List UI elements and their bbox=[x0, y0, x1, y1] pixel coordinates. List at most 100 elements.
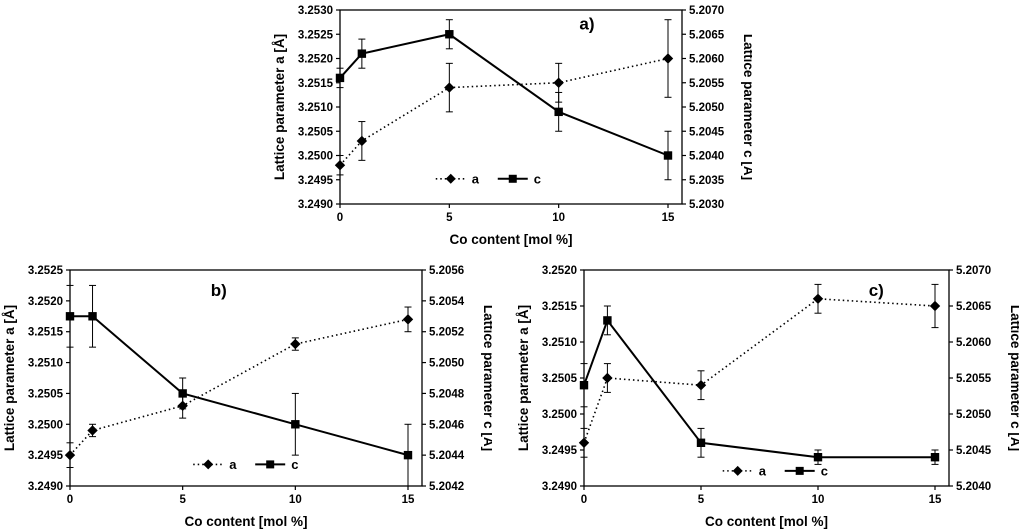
right-axis-tick-label: 5.2070 bbox=[689, 5, 724, 17]
legend-a-label: a bbox=[229, 457, 237, 472]
left-axis-tick-label: 3.2520 bbox=[542, 265, 577, 277]
left-axis-tick-label: 3.2490 bbox=[28, 481, 63, 493]
right-axis-tick-label: 5.2045 bbox=[689, 126, 725, 138]
left-axis-ticks: 3.2490 3.2495 3.2500 3.2505 3.2510 3.2515 3.25… bbox=[298, 5, 340, 211]
left-axis-tick-label: 3.2515 bbox=[298, 78, 334, 90]
left-axis-tick-label: 3.2495 bbox=[542, 445, 578, 457]
series-c-marker bbox=[696, 438, 706, 447]
series-c bbox=[65, 284, 413, 487]
series-c-marker bbox=[178, 389, 187, 398]
x-axis-tick-label: 10 bbox=[812, 494, 825, 506]
series-c-marker bbox=[357, 49, 367, 58]
left-axis-tick-label: 3.2500 bbox=[28, 419, 63, 431]
panel-label: a) bbox=[579, 14, 594, 33]
x-axis-title: Co content [mol %] bbox=[185, 514, 308, 529]
left-axis-tick-label: 3.2490 bbox=[542, 481, 577, 493]
series-c-marker bbox=[65, 312, 75, 321]
right-axis-tick-label: 5.2045 bbox=[956, 445, 992, 457]
chart-a-svg: 3.2490 3.2495 3.2500 3.2505 3.2510 3.2515 3.25… bbox=[272, 5, 756, 247]
series-c-marker bbox=[445, 30, 454, 39]
series-c-line bbox=[70, 315, 409, 457]
series-c-line bbox=[583, 318, 935, 459]
x-axis-tick-label: 10 bbox=[552, 212, 565, 224]
x-axis-ticks: 0 5 10 15 bbox=[337, 204, 675, 224]
left-axis-tick-label: 3.2510 bbox=[542, 337, 577, 349]
right-axis-tick-label: 5.2040 bbox=[956, 481, 991, 493]
x-axis-tick-label: 5 bbox=[179, 494, 186, 506]
series-a-marker bbox=[602, 372, 613, 384]
left-axis-ticks: 3.2490 3.2495 3.2500 3.2505 3.2510 3.2515 3.25… bbox=[28, 265, 70, 493]
x-axis-ticks: 0 5 10 15 bbox=[581, 486, 942, 506]
series-c-marker bbox=[291, 420, 300, 429]
legend-a-marker bbox=[732, 465, 743, 476]
panel-label: c) bbox=[869, 281, 884, 300]
right-axis-tick-label: 5.2070 bbox=[956, 265, 991, 277]
right-axis-tick-label: 5.2044 bbox=[429, 450, 465, 462]
series-c-marker bbox=[403, 450, 413, 460]
series-c-marker bbox=[579, 381, 589, 390]
right-axis-tick-label: 5.2065 bbox=[956, 301, 992, 313]
series-a-marker bbox=[812, 293, 824, 304]
left-axis-tick-label: 3.2495 bbox=[298, 175, 334, 187]
legend-c-marker bbox=[795, 466, 804, 475]
right-axis-ticks: 5.2030 5.2035 5.2040 5.2045 5.2050 5.2055 5.20… bbox=[682, 5, 725, 211]
left-axis-tick-label: 3.2500 bbox=[298, 151, 333, 163]
x-axis-title: Co content [mol %] bbox=[705, 514, 828, 529]
legend-a-marker bbox=[203, 459, 214, 470]
left-axis-tick-label: 3.2525 bbox=[28, 265, 64, 277]
series-a-marker bbox=[402, 314, 414, 325]
legend-a-label: a bbox=[472, 171, 480, 186]
legend-a-label: a bbox=[759, 463, 767, 478]
x-axis-tick-label: 0 bbox=[337, 212, 343, 224]
series-a-marker bbox=[356, 135, 368, 147]
left-axis-tick-label: 3.2505 bbox=[542, 373, 578, 385]
right-axis-tick-label: 5.2042 bbox=[429, 481, 464, 493]
series-c-marker bbox=[335, 73, 345, 83]
chart-panel-c: 3.2490 3.2495 3.2500 3.2505 3.2510 3.2515 3.25… bbox=[514, 260, 1023, 532]
series-c-marker bbox=[554, 107, 563, 117]
left-axis-tick-label: 3.2510 bbox=[28, 358, 63, 370]
legend-a-marker bbox=[445, 173, 456, 184]
right-axis-tick-label: 5.2060 bbox=[689, 54, 724, 66]
x-axis-tick-label: 5 bbox=[446, 212, 453, 224]
left-axis-tick-label: 3.2515 bbox=[28, 327, 64, 339]
series-a-marker bbox=[334, 160, 346, 171]
chart-b-svg: 3.2490 3.2495 3.2500 3.2505 3.2510 3.2515 3.25… bbox=[2, 265, 496, 529]
chart-panel-a: 3.2490 3.2495 3.2500 3.2505 3.2510 3.2515 3.25… bbox=[270, 0, 756, 250]
plot-area-border bbox=[583, 269, 950, 487]
series-c-marker bbox=[603, 316, 612, 325]
series-a bbox=[334, 19, 674, 176]
series-a bbox=[64, 306, 414, 468]
series-a-marker bbox=[695, 380, 707, 391]
series-a-marker bbox=[929, 300, 941, 312]
legend-c-label: c bbox=[821, 463, 828, 478]
chart-panel-b: 3.2490 3.2495 3.2500 3.2505 3.2510 3.2515 3.25… bbox=[0, 260, 496, 532]
legend-c-label: c bbox=[534, 171, 541, 186]
series-c-marker bbox=[663, 151, 673, 160]
series-a bbox=[578, 283, 941, 458]
legend-c-marker bbox=[508, 174, 517, 183]
series-c bbox=[579, 305, 940, 465]
right-axis-tick-label: 5.2048 bbox=[429, 388, 465, 400]
legend-c-marker bbox=[266, 460, 275, 469]
left-axis-tick-label: 3.2520 bbox=[28, 296, 63, 308]
x-axis-ticks: 0 5 10 15 bbox=[67, 486, 415, 506]
right-axis-tick-label: 5.2046 bbox=[429, 419, 464, 431]
series-a-marker bbox=[578, 437, 590, 448]
right-axis-tick-label: 5.2050 bbox=[429, 358, 464, 370]
left-axis-tick-label: 3.2505 bbox=[298, 126, 334, 138]
right-axis-tick-label: 5.2030 bbox=[689, 199, 724, 211]
left-axis-tick-label: 3.2495 bbox=[28, 450, 64, 462]
x-axis-tick-label: 0 bbox=[67, 494, 73, 506]
x-axis-title: Co content [mol %] bbox=[450, 232, 573, 247]
right-axis-title: Lattice parameter c [Å] bbox=[1008, 305, 1019, 451]
right-axis-tick-label: 5.2052 bbox=[429, 327, 464, 339]
left-axis-tick-label: 3.2520 bbox=[298, 54, 333, 66]
plot-area-border bbox=[69, 269, 423, 487]
right-axis-tick-label: 5.2040 bbox=[689, 151, 724, 163]
left-axis-title: Lattice parameter a [Å] bbox=[516, 305, 531, 451]
legend-c-label: c bbox=[291, 457, 298, 472]
